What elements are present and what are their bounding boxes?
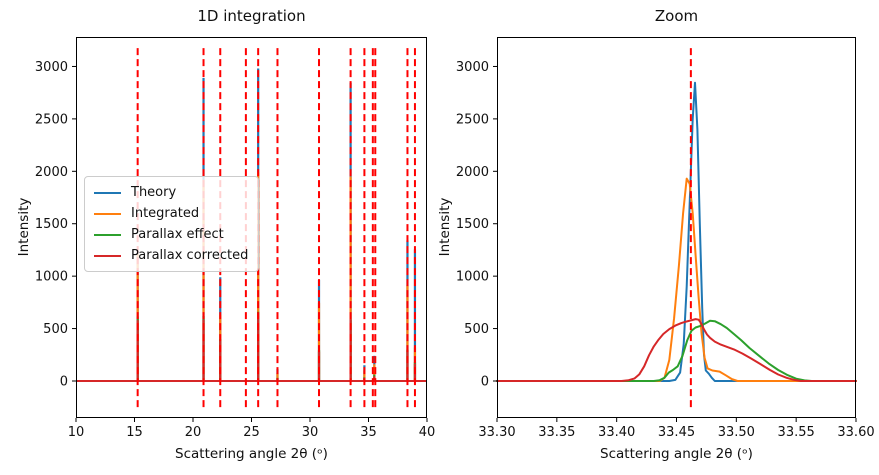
right-plot-title: Zoom (654, 7, 699, 25)
y-tick-label: 2000 (456, 165, 489, 180)
x-tick-label: 33.60 (837, 425, 874, 440)
x-tick-label: 20 (185, 425, 202, 440)
legend-label: Integrated (131, 206, 200, 221)
right-x-axis-label: Scattering angle 2θ (ᵒ) (600, 446, 753, 462)
legend-label: Parallax effect (131, 227, 224, 242)
legend-item-theory: Theory (94, 182, 248, 203)
parallax-effect-line-sample-icon (94, 233, 121, 236)
legend-item-parallax-corrected: Parallax corrected (94, 245, 248, 266)
left-x-axis-label: Scattering angle 2θ (ᵒ) (175, 446, 328, 462)
y-tick-label: 500 (43, 322, 68, 337)
x-tick-label: 33.35 (538, 425, 575, 440)
y-tick-label: 500 (464, 322, 489, 337)
legend-label: Theory (131, 185, 177, 200)
x-tick-label: 25 (243, 425, 260, 440)
integrated-line-sample-icon (94, 212, 121, 215)
y-tick-label: 2500 (35, 112, 68, 127)
x-tick-label: 35 (360, 425, 377, 440)
theory-line-sample-icon (94, 191, 121, 194)
x-tick-label: 40 (419, 425, 436, 440)
y-tick-label: 3000 (456, 60, 489, 75)
left-plot-title: 1D integration (197, 7, 306, 25)
legend-item-integrated: Integrated (94, 203, 248, 224)
y-tick-label: 1000 (456, 270, 489, 285)
axes-spines (76, 37, 427, 418)
y-tick-label: 1500 (35, 217, 68, 232)
x-tick-label: 10 (68, 425, 85, 440)
y-tick-label: 1000 (35, 270, 68, 285)
y-tick-label: 2000 (35, 165, 68, 180)
x-tick-label: 33.50 (718, 425, 755, 440)
curve-Theory (496, 81, 857, 382)
left-y-axis-label: Intensity (16, 197, 32, 257)
legend-label: Parallax corrected (131, 248, 249, 263)
y-tick-label: 0 (60, 374, 68, 389)
curve-Parallax effect (496, 319, 857, 382)
curve-Integrated (496, 177, 857, 382)
right-y-axis-label: Intensity (437, 197, 453, 257)
y-tick-label: 3000 (35, 60, 68, 75)
x-tick-label: 15 (126, 425, 143, 440)
y-tick-label: 2500 (456, 112, 489, 127)
axes-spines (497, 37, 856, 418)
y-tick-label: 1500 (456, 217, 489, 232)
legend-item-parallax-effect: Parallax effect (94, 224, 248, 245)
x-tick-label: 33.40 (598, 425, 635, 440)
y-tick-label: 0 (481, 374, 489, 389)
x-tick-label: 30 (302, 425, 319, 440)
x-tick-label: 33.30 (478, 425, 515, 440)
legend: Theory Integrated Parallax effect Parall… (84, 176, 260, 272)
x-tick-label: 33.45 (658, 425, 695, 440)
parallax-corrected-line-sample-icon (94, 254, 121, 257)
curve-Parallax corrected (496, 318, 857, 382)
x-tick-label: 33.55 (778, 425, 815, 440)
right-plot: 33.30 33.35 33.40 33.45 33.50 33.55 33.60 0 500 1… (456, 37, 875, 440)
